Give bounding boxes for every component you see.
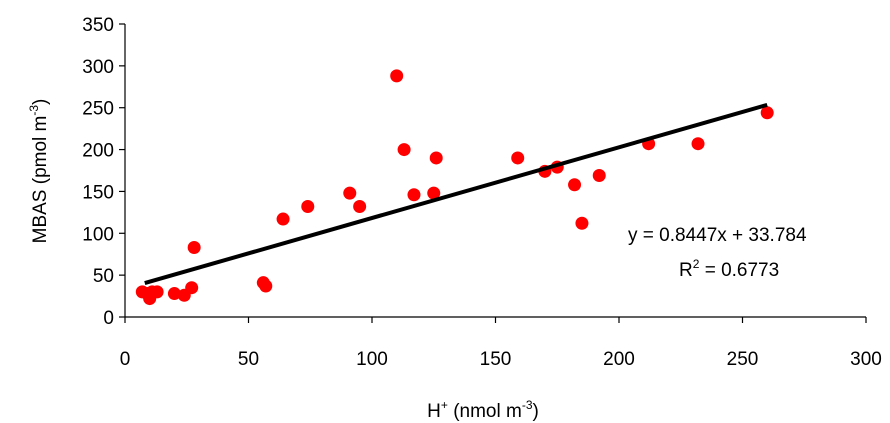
data-point	[568, 178, 582, 192]
x-tick-label: 200	[603, 349, 635, 370]
x-tick-label: 300	[850, 349, 882, 370]
x-axis-title-sup: +	[441, 398, 448, 412]
y-axis-title-close: )	[30, 99, 51, 105]
r-squared-value: = 0.6773	[699, 260, 779, 281]
x-tick-label: 50	[238, 349, 259, 370]
x-tick-label: 0	[120, 349, 131, 370]
x-axis-title-rest-sup: -3	[522, 398, 533, 412]
data-point	[301, 199, 315, 213]
data-point	[150, 285, 164, 299]
y-tick-label: 0	[103, 308, 114, 329]
data-point	[592, 169, 606, 183]
r-squared-sup: 2	[693, 257, 700, 271]
data-point	[397, 143, 411, 157]
data-point	[259, 279, 273, 293]
data-point	[343, 186, 357, 200]
x-axis-title: H+ (nmol m-3)	[427, 398, 539, 422]
y-axis-title: MBAS (pmol m-3)	[27, 99, 51, 244]
x-tick-label: 100	[356, 349, 388, 370]
y-tick-label: 50	[93, 266, 114, 287]
data-point	[427, 186, 441, 200]
y-tick-label: 200	[82, 141, 114, 162]
data-point	[575, 216, 589, 230]
data-point	[511, 151, 525, 165]
data-points	[135, 69, 774, 306]
x-axis-title-rest: (nmol m	[448, 401, 522, 422]
y-axis-title-base: MBAS (pmol m	[30, 116, 51, 244]
data-point	[187, 241, 201, 255]
y-tick-label: 300	[82, 57, 114, 78]
y-tick-label: 150	[82, 182, 114, 203]
x-axis-title-close: )	[533, 401, 539, 422]
trendline	[144, 102, 768, 285]
x-tick-label: 150	[480, 349, 512, 370]
data-point	[760, 106, 774, 120]
tick-labels: 0 50 100 150 200 250 300 350 0 50 100 150 200 250 300	[82, 15, 882, 370]
data-point	[429, 151, 443, 165]
plot-area	[119, 23, 867, 323]
r-squared-r: R	[679, 260, 693, 281]
data-point	[390, 69, 404, 83]
data-point	[353, 199, 367, 213]
y-axis-title-sup: -3	[27, 105, 41, 116]
y-tick-label: 350	[82, 15, 114, 36]
data-point	[407, 188, 421, 202]
data-point	[276, 212, 290, 226]
data-point	[167, 287, 181, 301]
x-tick-label: 250	[727, 349, 759, 370]
y-tick-label: 100	[82, 224, 114, 245]
r-squared-label: R2 = 0.6773	[679, 257, 779, 281]
data-point	[185, 281, 199, 295]
data-point	[691, 137, 705, 151]
trendline-equation: y = 0.8447x + 33.784	[628, 225, 807, 246]
y-tick-label: 250	[82, 99, 114, 120]
x-axis-title-base: H	[427, 401, 441, 422]
